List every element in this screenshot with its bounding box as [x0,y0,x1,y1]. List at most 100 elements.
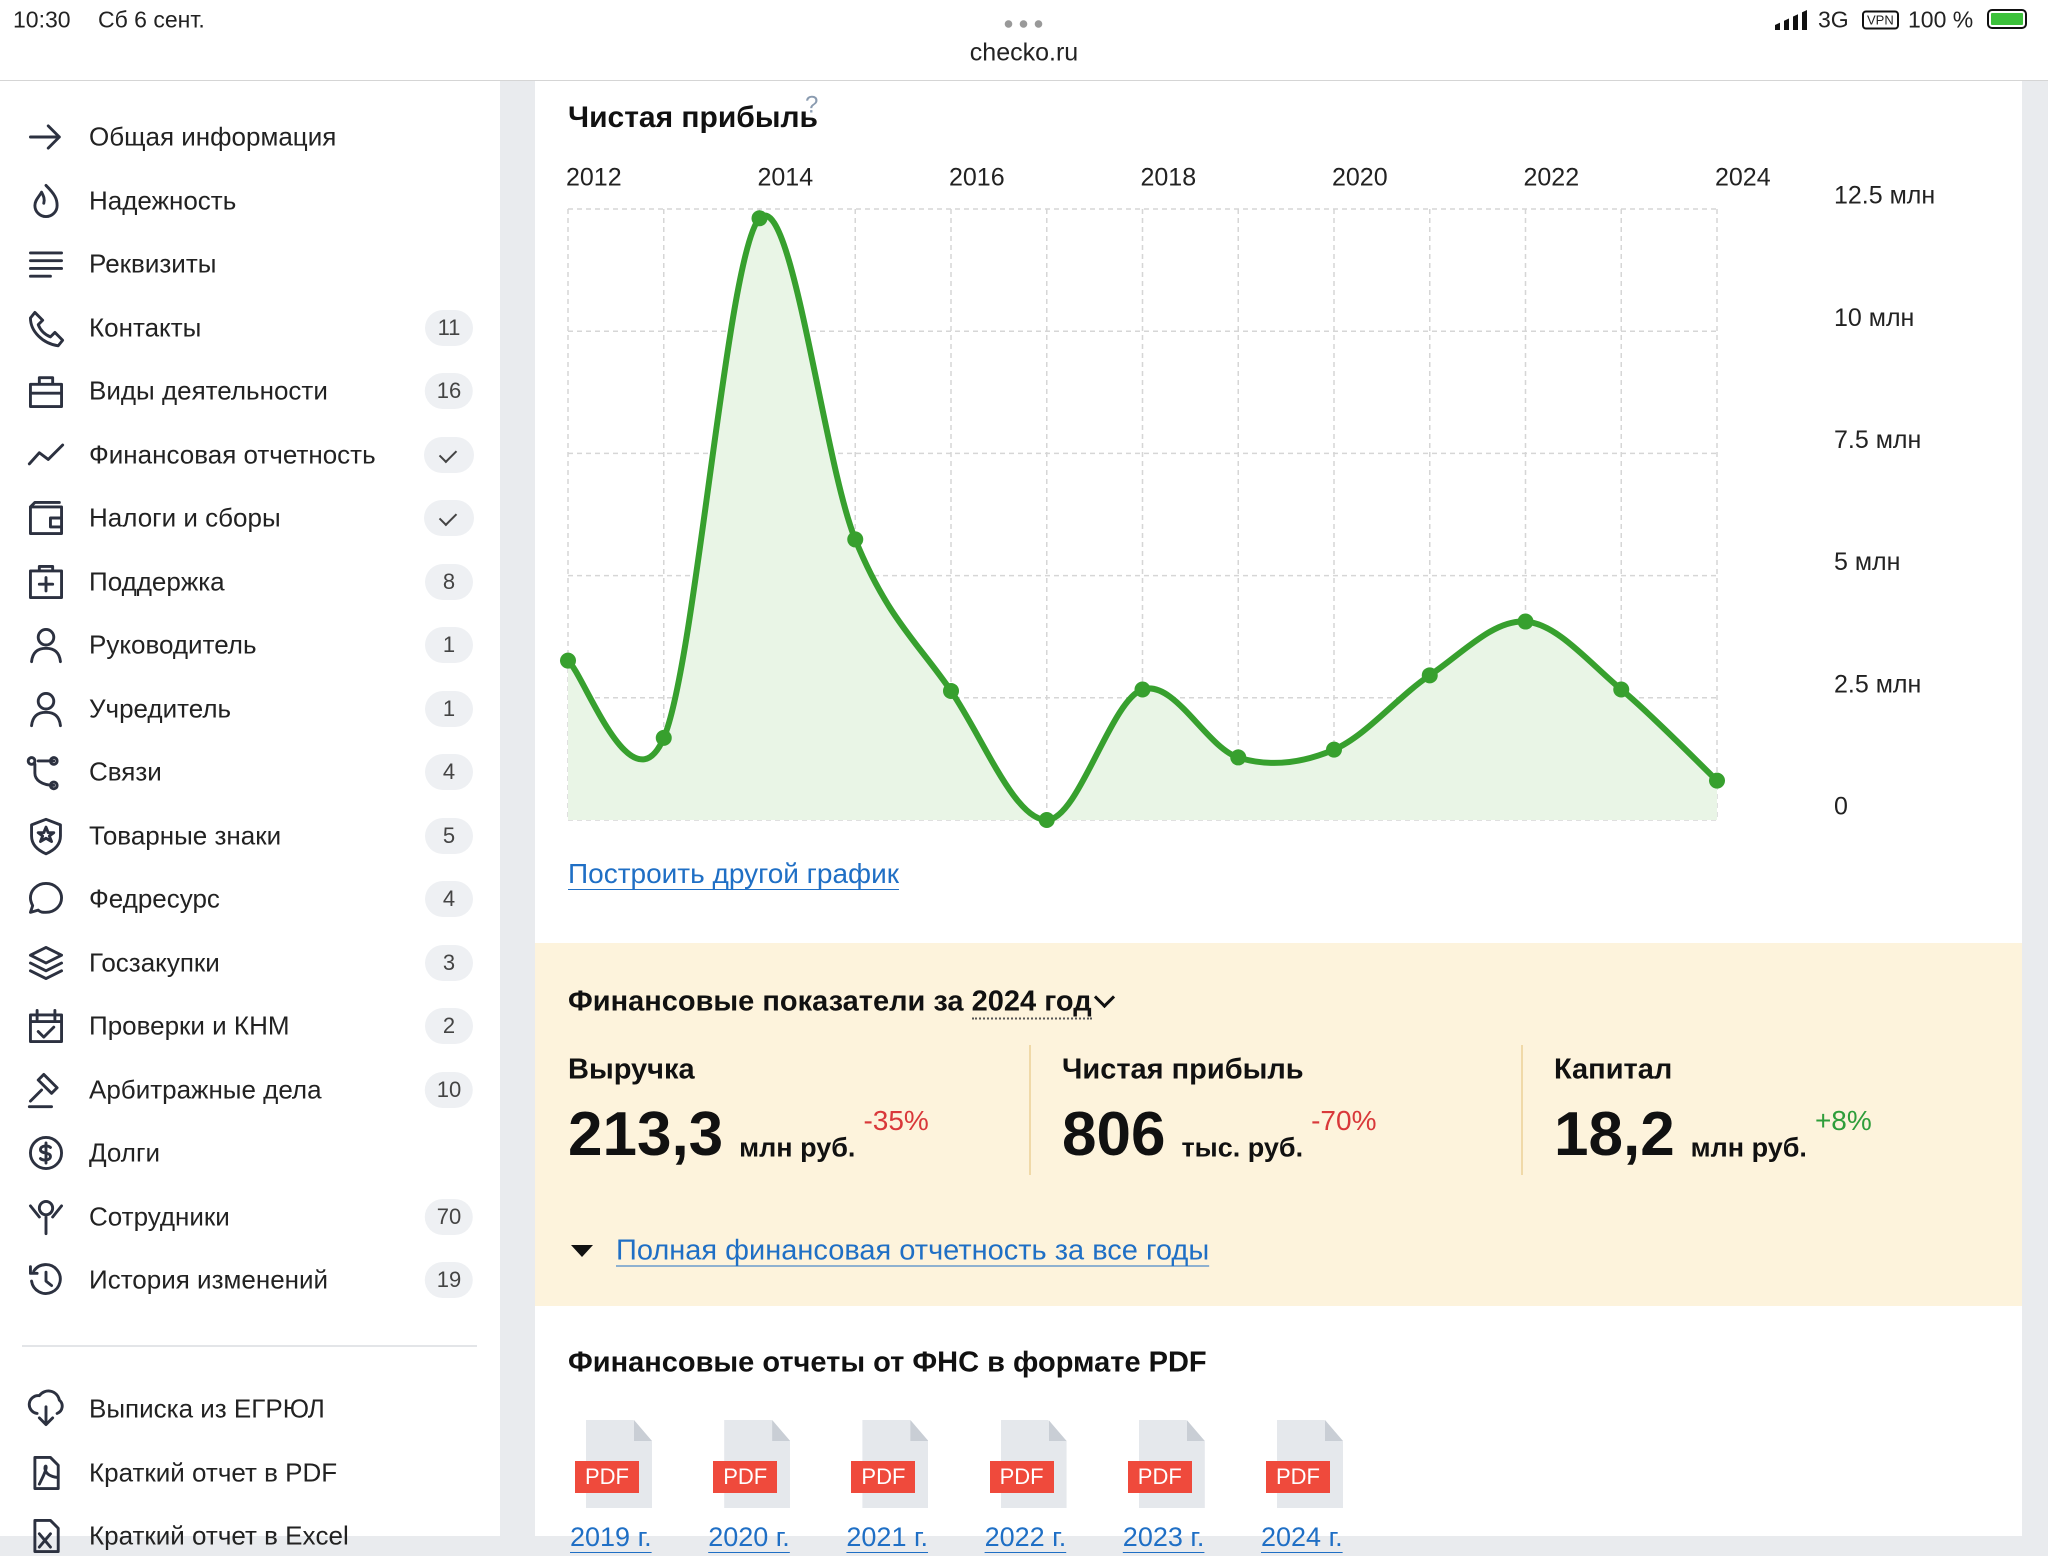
pdf-badge: PDF [851,1461,916,1493]
nav-badge: 1 [425,627,473,663]
y-tick-label: 2.5 млн [1834,670,1921,698]
pdf-year[interactable]: 2020 г. [708,1522,790,1552]
nav-item[interactable]: Выписка из ЕГРЮЛ [89,1393,325,1424]
icon [33,183,59,218]
x-tick-label: 2012 [566,164,622,192]
nav-badge: 19 [424,1262,474,1298]
nav-item[interactable]: Контакты [89,312,202,342]
icon [27,1072,59,1108]
nav-badge: 16 [424,373,474,409]
icon [29,501,63,535]
icon-path [29,882,63,914]
metric-unit: тыс. руб. [1181,1132,1304,1163]
pdf-year[interactable]: 2021 г. [846,1522,929,1552]
nav-badge: 11 [425,309,473,346]
nav-badge: 8 [425,563,473,600]
pdf-badge: PDF [1266,1461,1330,1493]
nav-badge: 70 [424,1198,474,1235]
icon [29,1136,63,1170]
metric-value: 806 [1062,1100,1166,1169]
nav-item[interactable]: Налоги и сборы [89,502,281,533]
icon-path [27,443,65,465]
nav-badge: 1 [425,690,473,727]
point [1134,681,1151,698]
y-tick-label: 5 млн [1834,548,1900,576]
nav-item[interactable]: Долги [89,1137,160,1168]
nav-item[interactable]: Виды деятельности [89,375,328,406]
icon [29,1263,62,1295]
nav-badge: 4 [425,754,473,790]
sidebar [0,81,500,1536]
nav-item[interactable]: Краткий отчет в PDF [89,1457,338,1487]
column-divider [1521,1045,1523,1175]
nav-item[interactable]: Арбитражные дела [89,1074,322,1104]
x-tick-label: 2022 [1524,164,1580,192]
status-bar [0,0,2048,81]
x-tick-label: 2020 [1332,164,1388,192]
nav-item[interactable]: Краткий отчет в Excel [89,1520,349,1551]
nav-badge: 3 [425,944,473,981]
pdf-year[interactable]: 2023 г. [1122,1522,1205,1552]
icon-path [29,945,63,980]
nav-item[interactable]: Федресурс [89,883,220,914]
nav-item[interactable]: Поддержка [89,566,225,596]
x-tick-label: 2018 [1141,164,1197,192]
area [568,215,1717,821]
icon [29,251,63,278]
metric-unit: млн руб. [739,1132,856,1163]
icon [29,945,63,980]
icon-path [29,501,63,535]
nav-item[interactable]: Товарные знаки [89,820,282,850]
time: 10:30 [13,6,71,33]
nav-check [424,436,474,473]
metric-change: -35% [863,1105,929,1136]
pdf-year[interactable]: 2024 г. [1261,1522,1343,1552]
financials-panel [535,943,2022,1306]
battery [1987,9,2027,29]
nav-item[interactable]: Надежность [89,185,237,215]
icon-path [30,691,62,727]
chart-link[interactable]: Построить другой график [568,858,899,889]
icon-path [29,124,61,150]
check-mark [438,507,458,527]
year-select[interactable]: 2024 год [971,985,1092,1020]
icon-path [29,376,63,408]
y-tick-label: 0 [1834,793,1848,821]
point [1038,812,1055,828]
column-divider [1029,1045,1031,1175]
icon [29,124,61,150]
expand-triangle[interactable] [571,1245,593,1257]
nav-item[interactable]: История изменений [89,1264,329,1295]
nav-item[interactable]: Проверки и КНМ [89,1010,290,1041]
nav-item[interactable]: Финансовая отчетность [89,439,376,469]
nav-item[interactable]: Связи [89,756,162,787]
nav-item[interactable]: Учредитель [89,693,232,723]
nav-item[interactable]: Руководитель [89,629,257,660]
nav-item[interactable]: Реквизиты [89,248,217,279]
nav-item[interactable]: Госзакупки [89,947,220,977]
point [1613,681,1630,698]
nav-badge: 5 [425,817,473,854]
icon [29,376,63,408]
icon-path [29,1009,63,1043]
pdf-year[interactable]: 2019 г. [570,1522,652,1552]
x-tick-label: 2016 [949,164,1005,192]
pdf-year[interactable]: 2022 г. [984,1522,1067,1552]
point [847,531,864,548]
point [1709,772,1725,789]
icon-path [26,756,59,791]
full-report-link[interactable]: Полная финансовая отчетность за все годы [616,1234,1210,1267]
nav-badge: 10 [424,1071,474,1108]
icon [30,691,62,727]
icon-path [29,1136,63,1170]
icon-path [27,1389,64,1426]
icon [26,756,59,791]
point [1421,667,1438,684]
icon-path [33,183,59,218]
nav-item[interactable]: Сотрудники [89,1201,230,1231]
nav-check [424,500,474,536]
dots [1001,20,1047,28]
nav-item[interactable]: Общая информация [89,121,337,152]
help-icon: ? [805,91,818,118]
icon-path [29,251,63,278]
